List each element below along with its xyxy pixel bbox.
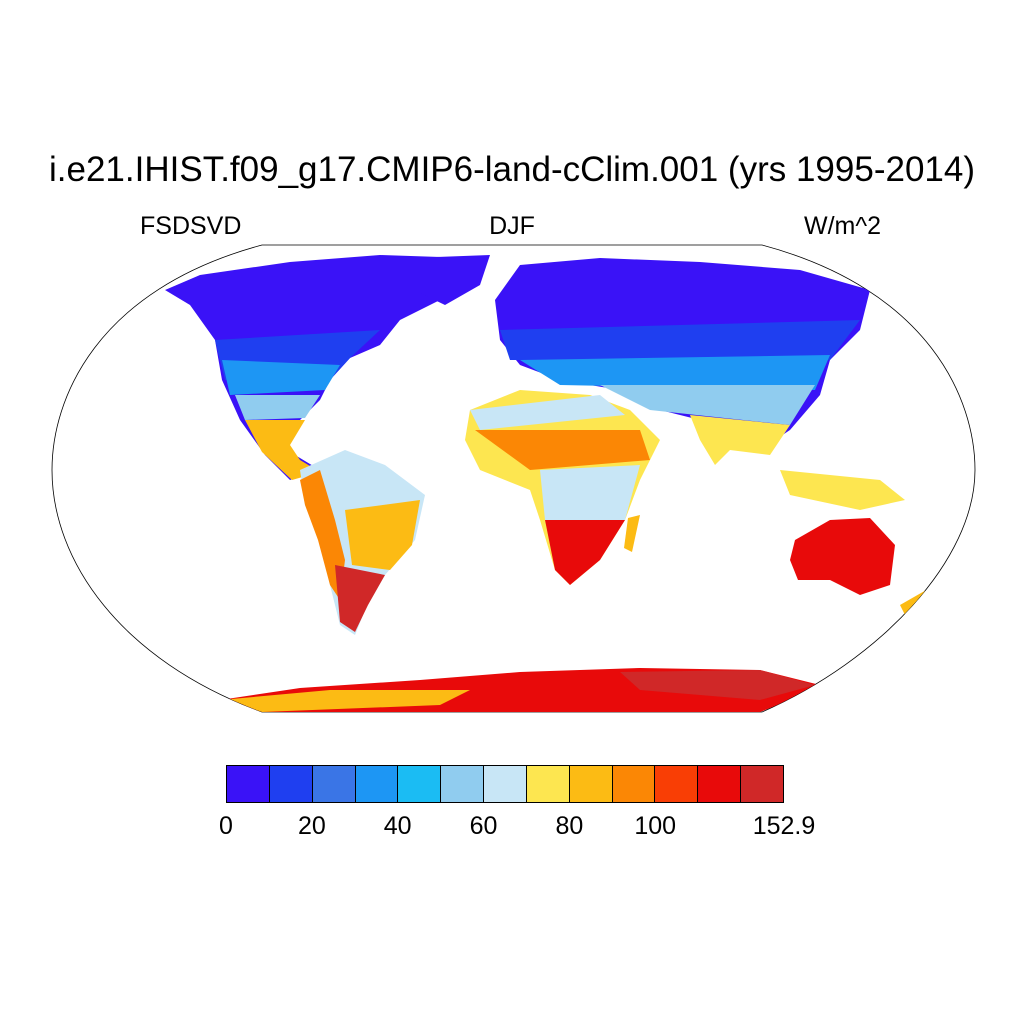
colorbar-tick-label: 80	[555, 812, 584, 840]
plot-title: i.e21.IHIST.f09_g17.CMIP6-land-cClim.001…	[49, 150, 975, 189]
colorbar-tick-label: 40	[383, 812, 412, 840]
colorbar-box	[698, 766, 742, 802]
colorbar-box	[441, 766, 485, 802]
colorbar-tick-label: 60	[469, 812, 498, 840]
colorbar-box	[526, 766, 570, 802]
colorbar-box	[227, 766, 270, 802]
colorbar	[226, 765, 784, 803]
colorbar-box	[741, 766, 783, 802]
season-label: DJF	[489, 212, 535, 240]
colorbar-box	[355, 766, 399, 802]
madagascar-land	[624, 515, 640, 552]
colorbar-box	[269, 766, 313, 802]
colorbar-box	[484, 766, 527, 802]
colorbar-tick-label: 100	[634, 812, 677, 840]
colorbar-box	[612, 766, 656, 802]
colorbar-box	[569, 766, 613, 802]
colorbar-tick-label: 20	[297, 812, 326, 840]
colorbar-box	[398, 766, 442, 802]
units-label: W/m^2	[803, 212, 881, 240]
colorbar-tick-label: 152.9	[752, 812, 816, 840]
colorbar-box	[312, 766, 356, 802]
maritime-se-asia-land	[780, 470, 905, 510]
variable-label: FSDSVD	[140, 212, 242, 240]
australia-land	[790, 518, 895, 595]
greenland-land	[410, 255, 490, 305]
colorbar-box	[655, 766, 699, 802]
colorbar-tick-label: 0	[219, 812, 233, 840]
